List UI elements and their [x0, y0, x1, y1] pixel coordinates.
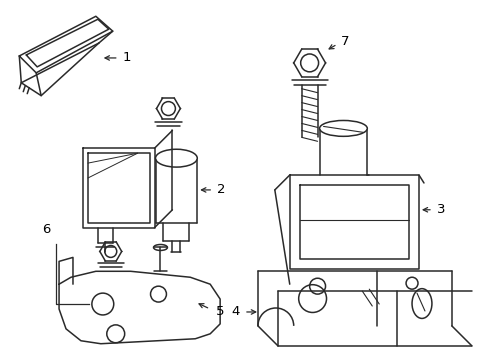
Text: 1: 1 — [122, 51, 131, 64]
Text: 3: 3 — [436, 203, 444, 216]
Text: 7: 7 — [341, 35, 349, 48]
Text: 2: 2 — [217, 184, 225, 197]
Text: 4: 4 — [231, 306, 240, 319]
Text: 6: 6 — [42, 223, 50, 236]
Text: 5: 5 — [215, 306, 224, 319]
